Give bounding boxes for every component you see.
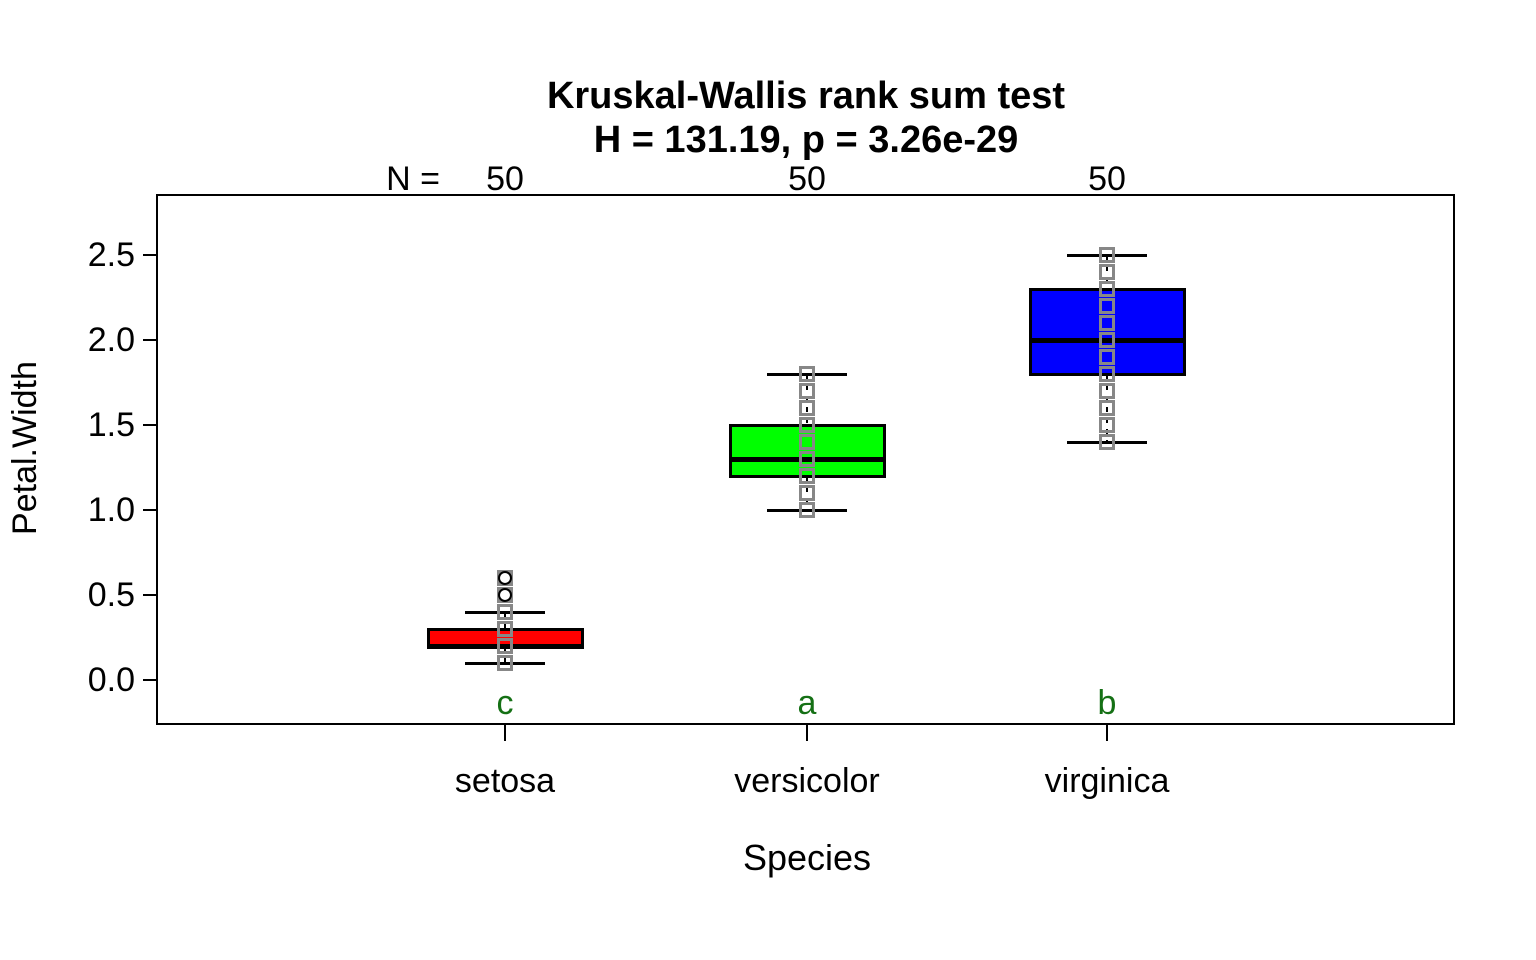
y-axis-tick	[143, 679, 157, 681]
data-point-square-marker	[799, 468, 815, 484]
data-point-square-marker	[1099, 298, 1115, 314]
y-axis-tick	[143, 594, 157, 596]
data-point-square-marker	[799, 400, 815, 416]
data-point-square-marker	[1099, 383, 1115, 399]
data-point-square-marker	[799, 485, 815, 501]
data-point-square-marker	[799, 502, 815, 518]
data-point-square-marker	[799, 366, 815, 382]
lower-whisker-line	[1106, 374, 1108, 442]
y-axis-tick-label: 0.5	[87, 576, 135, 614]
data-point-square-marker	[1099, 400, 1115, 416]
sample-size-value: 50	[486, 160, 524, 198]
lower-whisker-line	[504, 646, 506, 663]
x-axis-tick	[806, 725, 808, 741]
y-axis-tick-label: 0.0	[87, 661, 135, 699]
data-point-square-marker	[497, 621, 513, 637]
y-axis-tick-label: 2.5	[87, 236, 135, 274]
data-point-square-marker	[497, 638, 513, 654]
data-point-square-marker	[1099, 332, 1115, 348]
upper-whisker-line	[806, 374, 808, 425]
x-axis-tick	[1106, 725, 1108, 741]
data-point-square-marker	[1099, 281, 1115, 297]
x-axis-category-label: setosa	[454, 762, 556, 800]
data-point-square-marker	[799, 451, 815, 467]
y-axis-tick-label: 1.0	[87, 491, 135, 529]
median-line	[1028, 337, 1186, 343]
y-axis-tick	[143, 424, 157, 426]
data-point-square-marker	[1099, 417, 1115, 433]
data-point-square-marker	[799, 417, 815, 433]
y-axis-tick	[143, 509, 157, 511]
x-axis-category-label: versicolor	[734, 762, 880, 800]
sample-size-prefix-label: N =	[386, 160, 440, 198]
data-point-square-marker	[1099, 366, 1115, 382]
lower-whisker-cap	[1067, 440, 1147, 444]
lower-whisker-line	[806, 476, 808, 510]
chart-title: Kruskal-Wallis rank sum test	[546, 75, 1066, 117]
median-line	[426, 643, 584, 649]
chart-subtitle: H = 131.19, p = 3.26e-29	[593, 119, 1019, 161]
median-line	[728, 456, 886, 462]
upper-whisker-line	[1106, 255, 1108, 289]
significance-letter: c	[496, 684, 514, 722]
sample-size-value: 50	[788, 160, 826, 198]
data-point-square-marker	[1099, 349, 1115, 365]
y-axis-tick	[143, 339, 157, 341]
upper-whisker-cap	[465, 610, 545, 614]
y-axis-tick-label: 1.5	[87, 406, 135, 444]
upper-whisker-cap	[767, 372, 847, 376]
iqr-box	[1028, 287, 1186, 376]
data-point-square-marker	[799, 434, 815, 450]
data-point-square-marker	[1099, 434, 1115, 450]
outlier-circle-marker	[498, 588, 512, 602]
x-axis-category-label: virginica	[1044, 762, 1170, 800]
plot-area-border	[156, 194, 1455, 725]
data-point-square-marker	[497, 604, 513, 620]
significance-letter: a	[797, 684, 817, 722]
y-axis-tick-label: 2.0	[87, 321, 135, 359]
significance-letter: b	[1097, 684, 1117, 722]
outlier-circle-marker	[498, 571, 512, 585]
sample-size-value: 50	[1088, 160, 1126, 198]
data-point-square-marker	[1099, 315, 1115, 331]
upper-whisker-line	[504, 612, 506, 629]
lower-whisker-cap	[465, 661, 545, 665]
y-axis-tick	[143, 254, 157, 256]
x-axis-tick	[504, 725, 506, 741]
x-axis-title: Species	[742, 837, 872, 878]
data-point-square-marker	[1099, 264, 1115, 280]
data-point-square-marker	[497, 655, 513, 671]
data-point-square-marker	[799, 383, 815, 399]
upper-whisker-cap	[1067, 253, 1147, 257]
lower-whisker-cap	[767, 508, 847, 512]
data-point-square-marker	[1099, 247, 1115, 263]
